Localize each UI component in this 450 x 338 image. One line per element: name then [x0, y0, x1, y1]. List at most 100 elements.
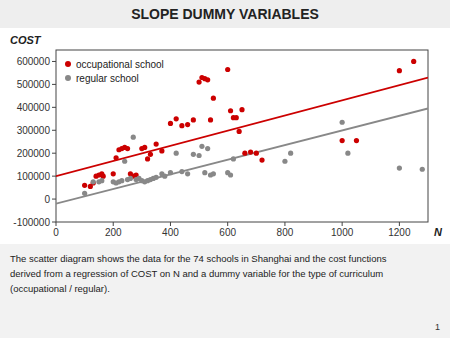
point: [191, 152, 196, 157]
x-tick: [113, 222, 114, 226]
y-tick-label: 0: [44, 194, 50, 205]
x-tick: [342, 222, 343, 226]
y-tick-label: 300000: [17, 125, 51, 136]
point: [185, 171, 190, 176]
point: [179, 123, 184, 128]
point: [211, 171, 216, 176]
x-tick-label: 800: [277, 227, 294, 238]
x-tick-label: 200: [105, 227, 122, 238]
point: [148, 152, 153, 157]
legend-swatch: [65, 61, 71, 67]
point: [282, 159, 287, 164]
y-tick-label: 400000: [17, 102, 51, 113]
point: [131, 135, 136, 140]
point: [191, 117, 196, 122]
y-tick-label: 500000: [17, 79, 51, 90]
point: [168, 121, 173, 126]
point: [82, 191, 87, 196]
y-tick-label: 600000: [17, 56, 51, 67]
point: [420, 167, 425, 172]
point: [228, 172, 233, 177]
x-tick: [227, 222, 228, 226]
point: [154, 175, 159, 180]
page-number: 1: [435, 322, 440, 332]
caption-line: (occupational / regular).: [10, 283, 110, 294]
point: [122, 159, 127, 164]
y-tick: [52, 84, 56, 85]
point: [231, 156, 236, 161]
point: [205, 146, 210, 151]
caption-line: The scatter diagram shows the data for t…: [10, 253, 387, 264]
point: [354, 138, 359, 143]
legend-label: occupational school: [76, 59, 164, 70]
x-tick: [399, 222, 400, 226]
point: [91, 179, 96, 184]
caption-band: [0, 244, 450, 338]
regression-line: [56, 78, 428, 177]
y-tick: [52, 199, 56, 200]
x-tick-label: 400: [162, 227, 179, 238]
point: [125, 146, 130, 151]
point: [99, 178, 104, 183]
point: [225, 67, 230, 72]
plot-frame: [56, 50, 428, 222]
x-tick-label: 600: [219, 227, 236, 238]
point: [259, 157, 264, 162]
x-tick-label: 1000: [331, 227, 354, 238]
point: [228, 108, 233, 113]
legend-label: regular school: [76, 73, 139, 84]
legend-swatch: [65, 75, 71, 81]
point: [208, 117, 213, 122]
point: [185, 122, 190, 127]
y-tick: [52, 153, 56, 154]
caption-line: derived from a regression of COST on N a…: [10, 268, 383, 279]
title: SLOPE DUMMY VARIABLES: [131, 6, 319, 22]
point: [205, 77, 210, 82]
point: [196, 80, 201, 85]
y-tick-label: -100000: [13, 217, 50, 228]
point: [288, 151, 293, 156]
point: [345, 151, 350, 156]
point: [101, 174, 106, 179]
x-tick-label: 1200: [388, 227, 411, 238]
point: [142, 145, 147, 150]
point: [254, 151, 259, 156]
point: [162, 174, 167, 179]
point: [340, 138, 345, 143]
point: [179, 169, 184, 174]
point: [168, 170, 173, 175]
point: [202, 170, 207, 175]
point: [113, 155, 118, 160]
point: [145, 156, 150, 161]
y-tick: [52, 61, 56, 62]
regression-line: [56, 108, 428, 203]
x-tick: [284, 222, 285, 226]
y-tick-label: 200000: [17, 148, 51, 159]
point: [196, 153, 201, 158]
y-tick-label: 100000: [17, 171, 51, 182]
y-axis-label: COST: [10, 34, 42, 46]
point: [397, 166, 402, 171]
point: [211, 96, 216, 101]
point: [111, 171, 116, 176]
y-tick: [52, 130, 56, 131]
point: [237, 129, 242, 134]
point: [128, 176, 133, 181]
chart: SLOPE DUMMY VARIABLES-100000010000020000…: [0, 0, 450, 338]
x-axis-label: N: [434, 226, 443, 238]
title-band: [0, 0, 450, 28]
legend: occupational school regular school: [65, 59, 164, 84]
y-tick: [52, 176, 56, 177]
y-tick: [52, 107, 56, 108]
y-tick: [52, 222, 56, 223]
x-tick: [56, 222, 57, 226]
point: [199, 144, 204, 149]
x-tick-label: 0: [53, 227, 59, 238]
point: [239, 107, 244, 112]
point: [159, 148, 164, 153]
point: [248, 149, 253, 154]
x-tick: [170, 222, 171, 226]
point: [174, 151, 179, 156]
point: [82, 183, 87, 188]
point: [411, 59, 416, 64]
